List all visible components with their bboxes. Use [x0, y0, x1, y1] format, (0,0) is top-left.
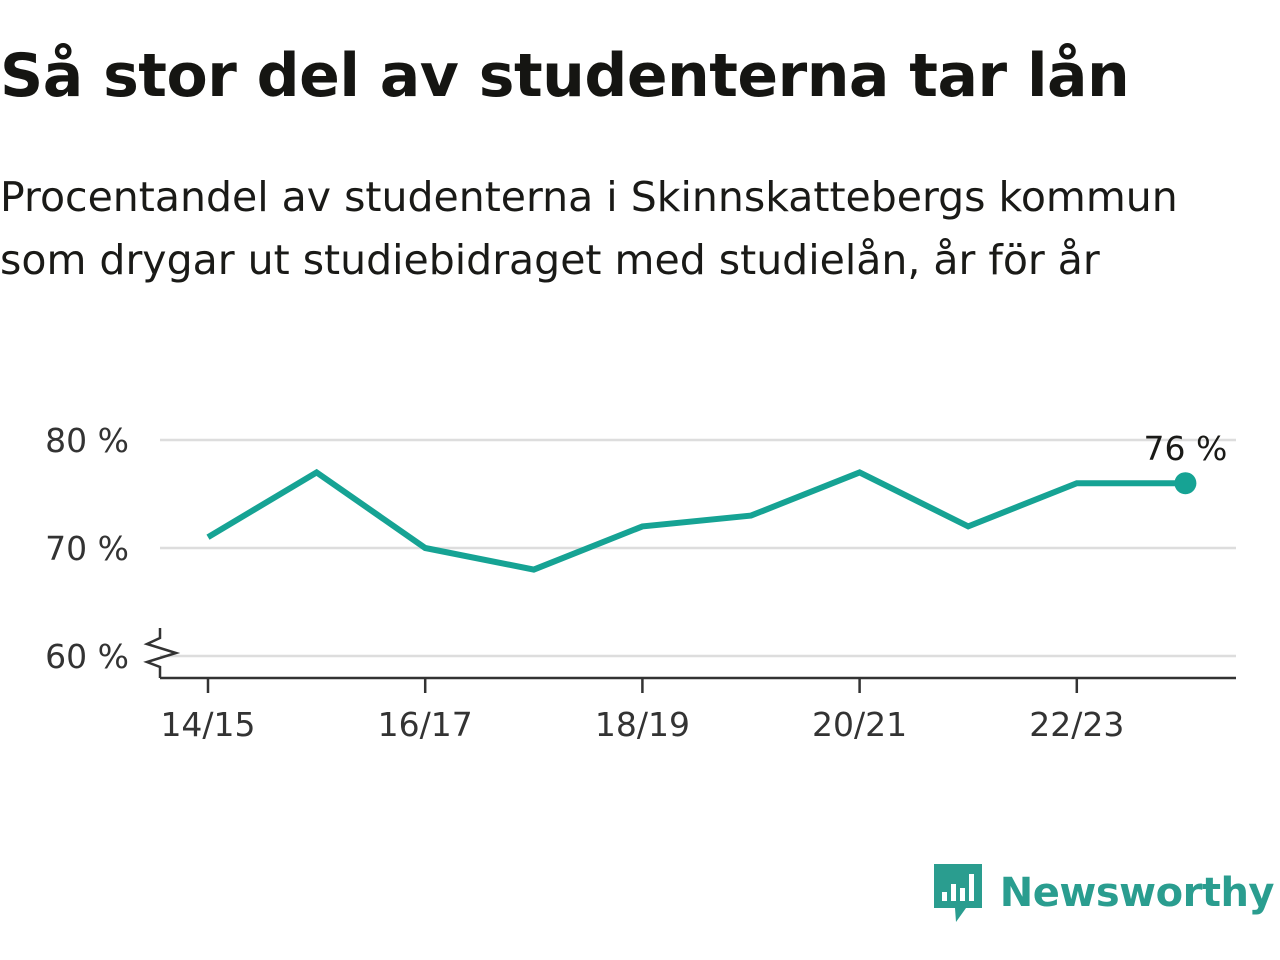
y-axis-break-icon: [143, 628, 181, 678]
x-tick-label: 16/17: [378, 705, 473, 744]
series: [206, 468, 1197, 573]
end-point-marker: [1174, 472, 1197, 495]
newsworthy-logo-icon: [933, 864, 982, 922]
x-tick-label: 14/15: [160, 705, 255, 744]
x-tick-label: 22/23: [1029, 705, 1124, 744]
series-line: [206, 468, 1186, 573]
x-tick-label: 18/19: [595, 705, 690, 744]
y-axis-labels: 60 % 70 % 80 %: [45, 421, 129, 676]
end-value-label: 76 %: [1144, 429, 1228, 468]
subtitle-line-1: Procentandel av studenterna i Skinnskatt…: [0, 173, 1178, 221]
x-axis: [143, 628, 1236, 680]
subtitle-line-2: som drygar ut studiebidraget med studiel…: [0, 236, 1100, 284]
chart-title: Så stor del av studenterna tar lån: [0, 41, 1130, 111]
brand-logo: Newsworthy: [932, 862, 1275, 924]
x-axis-ticks: 14/15 16/17 18/19 20/21 22/23: [160, 678, 1124, 744]
y-tick-label: 80 %: [45, 421, 129, 460]
y-tick-label: 70 %: [45, 529, 129, 568]
y-tick-label: 60 %: [45, 637, 129, 676]
brand-name: Newsworthy: [999, 870, 1275, 916]
chart-subtitle: Procentandel av studenterna i Skinnskatt…: [0, 166, 1275, 292]
x-tick-label: 20/21: [812, 705, 907, 744]
gridlines: [160, 438, 1236, 658]
